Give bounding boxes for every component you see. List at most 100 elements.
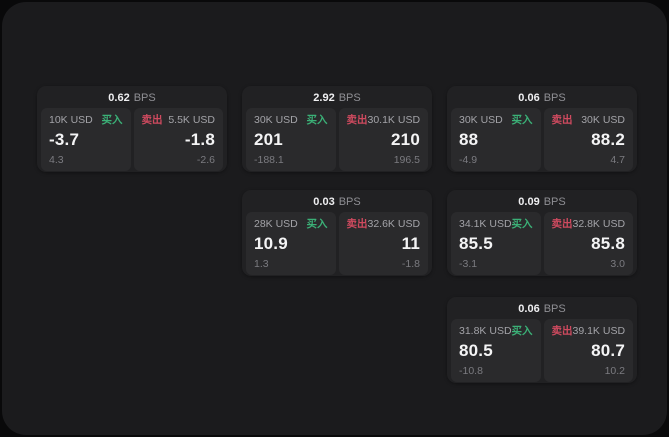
card-header: 0.06 BPS xyxy=(451,302,633,316)
sell-delta: -2.6 xyxy=(196,154,215,166)
sell-price: 11 xyxy=(401,234,420,253)
bps-value: 0.03 xyxy=(313,196,335,208)
sell-header-row: 卖出 32.6K USD xyxy=(347,218,421,230)
sell-price: 85.8 xyxy=(591,234,625,253)
buy-quote-panel[interactable]: 31.8K USD 买入 80.5 -10.8 xyxy=(451,319,541,382)
quote-panels: 34.1K USD 买入 85.5 -3.1 卖出 32.8K USD 85.8… xyxy=(451,212,633,275)
buy-notional: 30K USD xyxy=(254,114,298,126)
bps-value: 2.92 xyxy=(313,92,335,104)
buy-quote-panel[interactable]: 28K USD 买入 10.9 1.3 xyxy=(246,212,336,275)
sell-notional: 30K USD xyxy=(581,114,625,126)
buy-price: 201 xyxy=(254,130,283,149)
sell-quote-panel[interactable]: 卖出 30.1K USD 210 196.5 xyxy=(338,108,428,171)
bps-value: 0.06 xyxy=(518,92,540,104)
buy-quote-panel[interactable]: 30K USD 买入 88 -4.9 xyxy=(451,108,541,171)
card-header: 0.03 BPS xyxy=(246,195,428,209)
buy-delta: -4.9 xyxy=(459,154,478,166)
buy-quote-panel[interactable]: 10K USD 买入 -3.7 4.3 xyxy=(41,108,131,171)
sell-delta: 196.5 xyxy=(393,154,420,166)
sell-side-label: 卖出 xyxy=(346,114,368,126)
bps-unit-label: BPS xyxy=(133,92,156,104)
buy-side-label: 买入 xyxy=(511,218,533,230)
quote-card: 0.06 BPS 30K USD 买入 88 -4.9 卖出 30K USD 88… xyxy=(447,86,637,172)
buy-header-row: 34.1K USD 买入 xyxy=(459,218,533,230)
sell-quote-panel[interactable]: 卖出 30K USD 88.2 4.7 xyxy=(543,108,633,171)
card-header: 2.92 BPS xyxy=(246,91,428,105)
bps-unit-label: BPS xyxy=(543,92,566,104)
buy-notional: 10K USD xyxy=(49,114,93,126)
sell-side-label: 卖出 xyxy=(551,325,573,337)
sell-quote-panel[interactable]: 卖出 5.5K USD -1.8 -2.6 xyxy=(133,108,223,171)
sell-side-label: 卖出 xyxy=(551,218,573,230)
buy-delta: 4.3 xyxy=(49,154,64,166)
sell-quote-panel[interactable]: 卖出 32.8K USD 85.8 3.0 xyxy=(543,212,633,275)
quote-card: 0.06 BPS 31.8K USD 买入 80.5 -10.8 卖出 39.1K… xyxy=(447,297,637,383)
bps-unit-label: BPS xyxy=(338,196,361,208)
buy-price: 80.5 xyxy=(459,341,493,360)
buy-price: 88 xyxy=(459,130,479,149)
bps-value: 0.06 xyxy=(518,303,540,315)
card-header: 0.06 BPS xyxy=(451,91,633,105)
card-header: 0.09 BPS xyxy=(451,195,633,209)
sell-header-row: 卖出 32.8K USD xyxy=(552,218,626,230)
bps-value: 0.62 xyxy=(108,92,130,104)
buy-header-row: 31.8K USD 买入 xyxy=(459,325,533,337)
sell-header-row: 卖出 39.1K USD xyxy=(552,325,626,337)
quote-card: 2.92 BPS 30K USD 买入 201 -188.1 卖出 30.1K U… xyxy=(242,86,432,172)
card-header: 0.62 BPS xyxy=(41,91,223,105)
sell-notional: 5.5K USD xyxy=(168,114,215,126)
buy-notional: 31.8K USD xyxy=(459,325,512,337)
sell-notional: 32.8K USD xyxy=(572,218,626,230)
buy-header-row: 28K USD 买入 xyxy=(254,218,328,230)
sell-delta: -1.8 xyxy=(401,258,420,270)
buy-notional: 34.1K USD xyxy=(459,218,512,230)
sell-delta: 4.7 xyxy=(610,154,625,166)
buy-side-label: 买入 xyxy=(101,114,123,126)
quote-card: 0.62 BPS 10K USD 买入 -3.7 4.3 卖出 5.5K USD … xyxy=(37,86,227,172)
quote-panels: 28K USD 买入 10.9 1.3 卖出 32.6K USD 11 -1.8 xyxy=(246,212,428,275)
bps-unit-label: BPS xyxy=(338,92,361,104)
sell-header-row: 卖出 5.5K USD xyxy=(142,114,216,126)
sell-quote-panel[interactable]: 卖出 39.1K USD 80.7 10.2 xyxy=(543,319,633,382)
buy-delta: -188.1 xyxy=(254,154,284,166)
quote-panels: 10K USD 买入 -3.7 4.3 卖出 5.5K USD -1.8 -2.… xyxy=(41,108,223,171)
buy-quote-panel[interactable]: 30K USD 买入 201 -188.1 xyxy=(246,108,336,171)
buy-delta: 1.3 xyxy=(254,258,269,270)
sell-header-row: 卖出 30.1K USD xyxy=(347,114,421,126)
sell-price: 210 xyxy=(391,130,420,149)
buy-price: 10.9 xyxy=(254,234,288,253)
buy-side-label: 买入 xyxy=(511,114,533,126)
sell-side-label: 卖出 xyxy=(141,114,163,126)
quote-card: 0.09 BPS 34.1K USD 买入 85.5 -3.1 卖出 32.8K … xyxy=(447,190,637,276)
quote-card: 0.03 BPS 28K USD 买入 10.9 1.3 卖出 32.6K USD… xyxy=(242,190,432,276)
buy-notional: 30K USD xyxy=(459,114,503,126)
buy-delta: -10.8 xyxy=(459,365,483,377)
quote-panels: 31.8K USD 买入 80.5 -10.8 卖出 39.1K USD 80.… xyxy=(451,319,633,382)
buy-delta: -3.1 xyxy=(459,258,478,270)
buy-header-row: 30K USD 买入 xyxy=(459,114,533,126)
sell-notional: 32.6K USD xyxy=(367,218,421,230)
sell-notional: 39.1K USD xyxy=(572,325,626,337)
sell-quote-panel[interactable]: 卖出 32.6K USD 11 -1.8 xyxy=(338,212,428,275)
sell-side-label: 卖出 xyxy=(346,218,368,230)
sell-price: 88.2 xyxy=(591,130,625,149)
buy-header-row: 10K USD 买入 xyxy=(49,114,123,126)
sell-price: 80.7 xyxy=(591,341,625,360)
bps-unit-label: BPS xyxy=(543,303,566,315)
bps-value: 0.09 xyxy=(518,196,540,208)
buy-notional: 28K USD xyxy=(254,218,298,230)
bps-unit-label: BPS xyxy=(543,196,566,208)
sell-delta: 3.0 xyxy=(610,258,625,270)
buy-header-row: 30K USD 买入 xyxy=(254,114,328,126)
sell-delta: 10.2 xyxy=(604,365,625,377)
sell-side-label: 卖出 xyxy=(551,114,573,126)
buy-quote-panel[interactable]: 34.1K USD 买入 85.5 -3.1 xyxy=(451,212,541,275)
buy-price: -3.7 xyxy=(49,130,80,149)
quote-panels: 30K USD 买入 88 -4.9 卖出 30K USD 88.2 4.7 xyxy=(451,108,633,171)
buy-price: 85.5 xyxy=(459,234,493,253)
sell-notional: 30.1K USD xyxy=(367,114,421,126)
sell-header-row: 卖出 30K USD xyxy=(552,114,626,126)
quote-panels: 30K USD 买入 201 -188.1 卖出 30.1K USD 210 1… xyxy=(246,108,428,171)
